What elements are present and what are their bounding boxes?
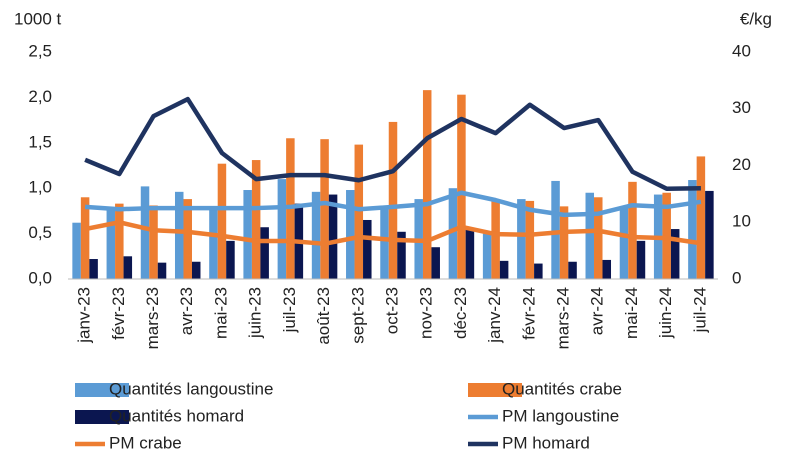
- bar: [491, 199, 500, 279]
- y-tick-label: 0,0: [28, 268, 52, 287]
- y2-tick-label: 30: [732, 98, 751, 117]
- x-tick-label: oct-23: [382, 287, 401, 334]
- bar: [517, 199, 526, 279]
- legend-label: PM crabe: [109, 433, 182, 452]
- x-tick-label: déc-23: [451, 287, 470, 339]
- bar: [260, 227, 269, 279]
- bar: [688, 180, 697, 279]
- y2-tick-label: 10: [732, 212, 751, 231]
- bar: [380, 208, 389, 279]
- y-tick-label: 2,0: [28, 87, 52, 106]
- bar: [251, 160, 261, 279]
- legend-label: Quantités crabe: [502, 379, 622, 398]
- y-tick-label: 1,5: [28, 132, 52, 151]
- bar: [525, 200, 535, 279]
- legend-label: PM langoustine: [502, 406, 619, 425]
- x-tick-label: sept-23: [348, 287, 367, 344]
- bar: [465, 229, 475, 279]
- line: [84, 220, 702, 247]
- bar: [346, 190, 355, 279]
- y2-tick-label: 20: [732, 155, 751, 174]
- bar: [457, 94, 466, 280]
- y-tick-label: 1,0: [28, 178, 52, 197]
- bar: [115, 203, 124, 279]
- x-tick-label: févr-24: [519, 287, 538, 340]
- bar: [568, 261, 577, 279]
- bar: [662, 192, 671, 279]
- y-tick-label: 0,5: [28, 223, 52, 242]
- bar: [140, 186, 150, 279]
- bar: [431, 247, 440, 279]
- bar: [585, 192, 595, 279]
- x-tick-label: août-23: [314, 287, 333, 345]
- legend-swatch: [468, 383, 522, 397]
- bar: [559, 206, 569, 279]
- x-tick-label: juin-23: [246, 287, 265, 339]
- bar: [422, 90, 432, 279]
- bar: [243, 190, 252, 279]
- bar: [123, 256, 133, 279]
- bar: [89, 259, 98, 279]
- x-tick-label: juin-24: [656, 287, 675, 339]
- legend-label: Quantités homard: [109, 406, 244, 425]
- bar: [149, 205, 158, 279]
- x-tick-label: juil-24: [690, 287, 709, 333]
- legend-label: PM homard: [502, 433, 590, 452]
- x-tick-label: mai-24: [622, 287, 641, 339]
- bar: [354, 144, 364, 279]
- line: [84, 96, 701, 192]
- bar: [696, 156, 706, 279]
- x-tick-label: mars-24: [554, 287, 573, 349]
- x-tick-label: mai-23: [211, 287, 230, 339]
- y-tick-label: 2,5: [28, 41, 52, 60]
- bar: [499, 260, 509, 279]
- bar: [191, 261, 201, 279]
- bar: [551, 180, 560, 279]
- bar: [217, 163, 227, 279]
- bar: [705, 190, 714, 279]
- bar: [670, 229, 680, 279]
- bar: [594, 197, 603, 279]
- x-tick-label: avr-23: [177, 287, 196, 335]
- y2-tick-label: 0: [732, 268, 741, 287]
- x-tick-label: avr-24: [588, 287, 607, 335]
- y2-tick-label: 40: [732, 41, 751, 60]
- legend-label: Quantités langoustine: [109, 379, 273, 398]
- legend-swatch: [75, 410, 129, 424]
- bar: [628, 181, 637, 279]
- y-axis-title: 1000 t: [14, 9, 62, 28]
- bar: [106, 208, 116, 279]
- bar: [320, 139, 329, 279]
- bar: [157, 262, 167, 279]
- bar: [72, 222, 81, 279]
- bar: [363, 219, 372, 279]
- bar: [80, 197, 90, 279]
- y2-axis-title: €/kg: [740, 9, 772, 28]
- bar: [636, 240, 646, 279]
- bar: [226, 240, 235, 279]
- x-tick-label: janv-24: [485, 287, 504, 344]
- x-tick-label: mars-23: [143, 287, 162, 349]
- bar: [209, 206, 218, 279]
- bar: [619, 206, 629, 279]
- bar: [482, 233, 492, 279]
- line: [84, 190, 702, 218]
- x-tick-label: juil-23: [280, 287, 299, 333]
- x-tick-label: janv-23: [75, 287, 94, 344]
- bar: [174, 191, 184, 279]
- bar: [534, 263, 543, 279]
- bar: [397, 231, 406, 279]
- bar: [602, 259, 612, 279]
- x-tick-label: févr-23: [109, 287, 128, 340]
- bar: [183, 199, 192, 279]
- bar: [311, 191, 321, 279]
- bar: [277, 179, 287, 279]
- bar: [448, 188, 458, 279]
- bar: [388, 121, 398, 279]
- legend-swatch: [75, 383, 129, 397]
- bar: [328, 194, 338, 279]
- x-tick-label: nov-23: [417, 287, 436, 339]
